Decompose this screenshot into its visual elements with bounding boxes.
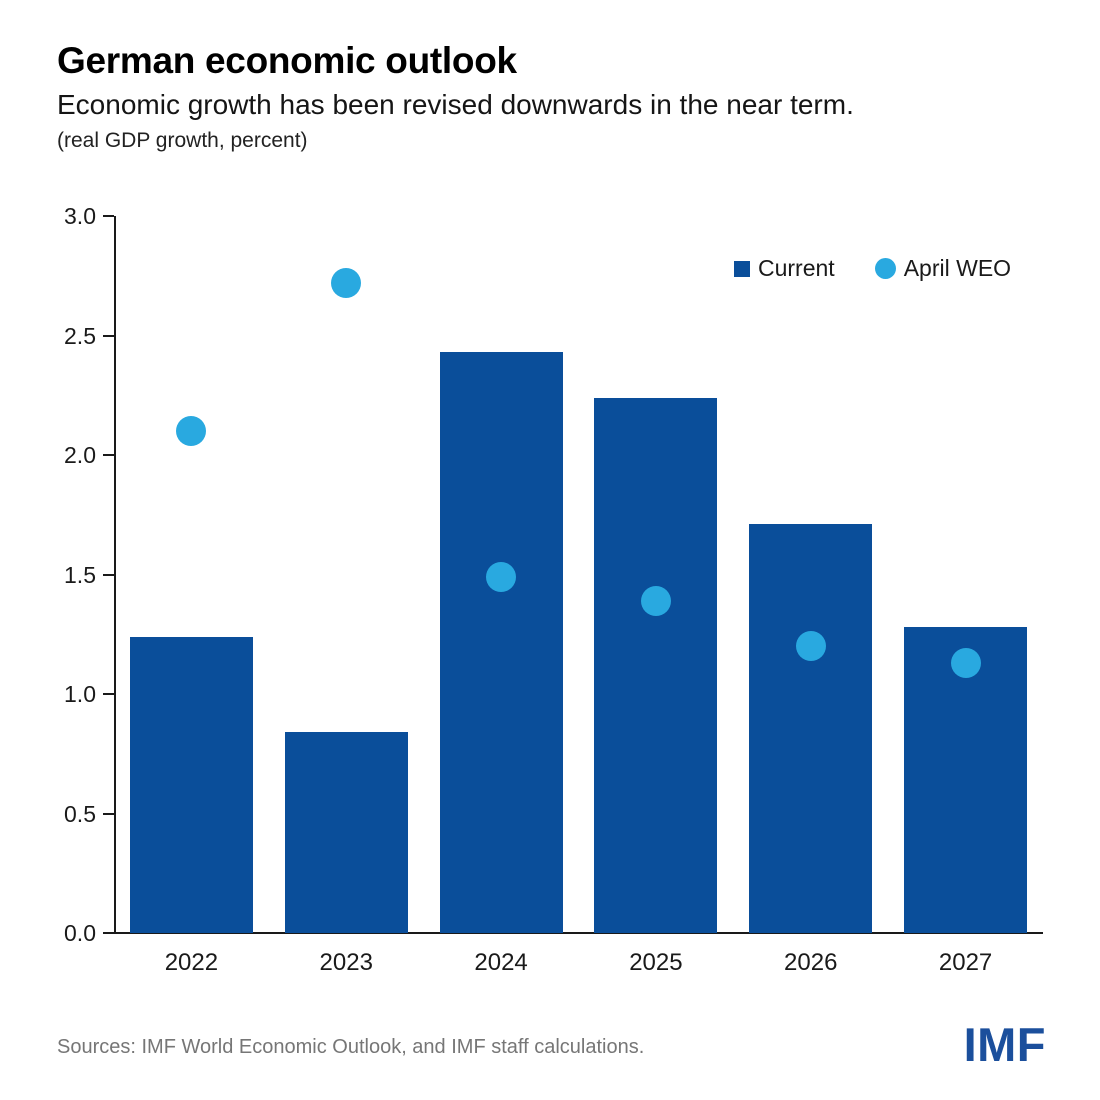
bar-2027	[904, 627, 1028, 933]
y-tick	[103, 693, 114, 695]
imf-logo: IMF	[963, 1018, 1046, 1071]
y-axis	[114, 216, 116, 934]
dot-2026	[795, 631, 826, 662]
bar-2024	[439, 352, 563, 933]
bar-2025	[594, 397, 718, 933]
legend-weo-label: April WEO	[903, 255, 1012, 281]
chart-legend: Current April WEO	[734, 255, 1011, 282]
dot-2025	[640, 585, 671, 616]
x-tick-label-2026: 2026	[784, 949, 838, 976]
y-tick	[103, 334, 114, 337]
x-tick-label-2025: 2025	[629, 949, 683, 976]
chart-subtitle: Economic growth has been revised downwar…	[57, 89, 854, 120]
legend-current-marker	[734, 260, 750, 277]
y-tick-label: 2.5	[64, 322, 96, 349]
x-tick-label-2024: 2024	[474, 949, 528, 976]
dot-2023	[331, 267, 362, 298]
legend-current-label: Current	[758, 255, 835, 281]
x-tick-label-2023: 2023	[319, 949, 373, 976]
y-tick-label: 0.0	[64, 920, 96, 946]
y-tick-label: 1.5	[64, 561, 96, 588]
page-title: German economic outlook	[57, 40, 517, 81]
bar-2022	[129, 636, 253, 933]
legend-item-april-weo: April WEO	[874, 255, 1012, 282]
y-tick	[103, 573, 114, 576]
unit-note: (real GDP growth, percent)	[57, 129, 308, 152]
dot-2022	[176, 416, 207, 447]
y-tick	[103, 454, 114, 456]
bar-2023	[284, 732, 408, 933]
x-tick-label-2027: 2027	[938, 949, 993, 976]
y-tick-label: 2.0	[64, 442, 96, 468]
x-axis	[114, 932, 1043, 934]
y-tick-label: 0.5	[64, 800, 96, 827]
dot-2027	[950, 647, 981, 678]
bar-2026	[749, 524, 873, 933]
x-tick-label-2022: 2022	[164, 949, 219, 976]
source-note: Sources: IMF World Economic Outlook, and…	[57, 1036, 645, 1058]
legend-item-current: Current	[734, 255, 835, 282]
y-tick	[103, 215, 114, 217]
y-tick-label: 1.0	[64, 681, 96, 707]
y-tick	[103, 932, 114, 934]
y-tick-label: 3.0	[64, 203, 96, 229]
legend-weo-marker	[874, 258, 896, 279]
y-tick	[103, 812, 114, 815]
dot-2024	[486, 561, 517, 592]
